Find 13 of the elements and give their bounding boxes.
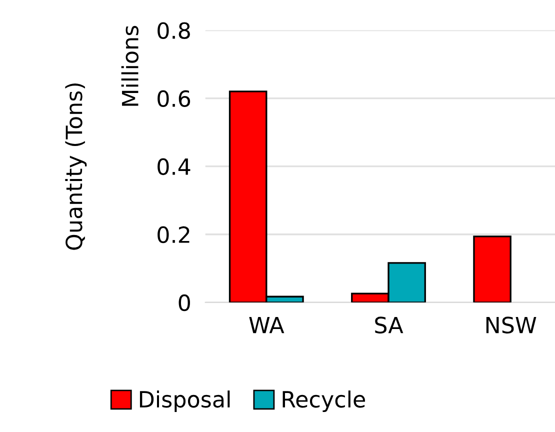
x-tick-label: WA [249, 316, 284, 334]
legend-label: Recycle [282, 390, 365, 412]
y-tick-label: 0.2 [158, 226, 190, 244]
y-tick-label: 0.8 [158, 22, 190, 39]
y-axis-title: Quantity (Tons) [65, 83, 87, 250]
x-tick-label: SA [375, 316, 404, 334]
y-tick-label: 0.4 [158, 158, 190, 176]
text: Millions [121, 26, 139, 106]
x-tick-label: NSW [486, 316, 536, 334]
legend-label: Disposal [140, 390, 230, 412]
y-tick-label: 0 [178, 294, 190, 312]
bar [473, 236, 512, 302]
y-tick-label: 0.6 [158, 90, 190, 108]
